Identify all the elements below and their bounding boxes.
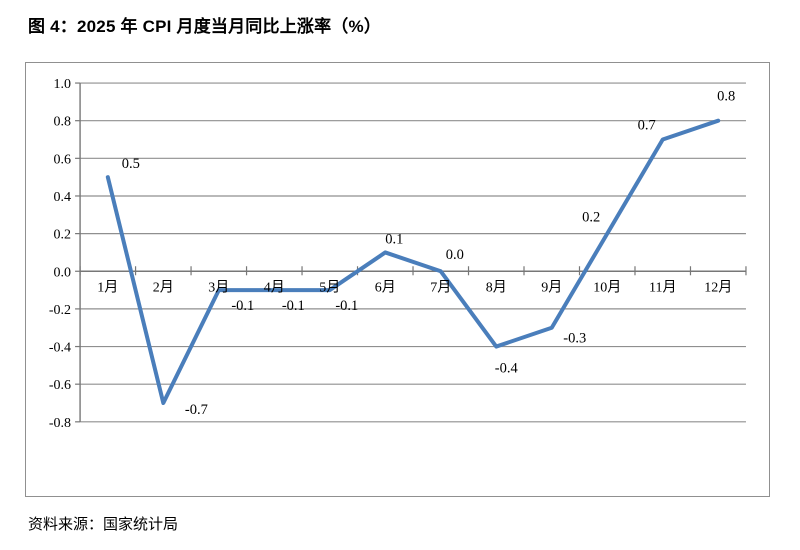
data-label: -0.7: [185, 402, 208, 418]
figure-title: 图 4：2025 年 CPI 月度当月同比上涨率（%）: [28, 17, 382, 36]
x-tick-label: 2月: [153, 279, 174, 295]
x-tick-label: 12月: [704, 279, 732, 295]
y-tick-label: -0.6: [49, 378, 71, 393]
data-label: -0.1: [335, 298, 358, 314]
y-tick-label: 0.2: [54, 228, 72, 243]
data-label: -0.1: [231, 298, 254, 314]
data-label: 0.5: [122, 156, 140, 172]
data-label: 0.2: [582, 210, 600, 226]
y-tick-label: 1.0: [54, 77, 72, 92]
data-label: 0.0: [446, 247, 464, 263]
x-tick-label: 3月: [208, 279, 229, 295]
y-tick-label: -0.2: [49, 303, 71, 318]
cpi-line-chart: 1.0 0.8 0.6 0.4 0.2 0.0 -0.2 -0.4 -0.6 -0.8 1月 2月 3月…: [49, 77, 747, 431]
x-tick-label: 8月: [486, 279, 507, 295]
x-tick-label: 9月: [541, 279, 562, 295]
x-tick-label: 6月: [375, 279, 396, 295]
x-tick-label: 11月: [649, 279, 677, 295]
x-tick-label: 10月: [593, 279, 621, 295]
x-tick-label: 1月: [97, 279, 118, 295]
y-tick-label: 0.6: [54, 152, 72, 167]
data-label: 0.8: [717, 89, 735, 105]
x-tick-label: 4月: [264, 279, 285, 295]
x-tick-label: 7月: [430, 279, 451, 295]
source-note: 资料来源：国家统计局: [28, 516, 179, 533]
y-tick-label: 0.4: [54, 190, 72, 205]
data-label: 0.7: [638, 117, 656, 133]
y-tick-label: 0.0: [54, 265, 72, 280]
y-tick-label: -0.8: [49, 416, 71, 431]
x-tick-label: 5月: [319, 279, 340, 295]
y-tick-label: -0.4: [49, 341, 71, 356]
chart-frame: 1.0 0.8 0.6 0.4 0.2 0.0 -0.2 -0.4 -0.6 -0.8 1月 2月 3月…: [25, 62, 770, 497]
data-label: 0.1: [385, 231, 403, 247]
data-label: -0.1: [282, 298, 305, 314]
y-tick-label: 0.8: [54, 115, 72, 130]
data-label: -0.3: [563, 331, 586, 347]
cpi-series-line: [105, 118, 721, 406]
data-label: -0.4: [495, 361, 519, 377]
